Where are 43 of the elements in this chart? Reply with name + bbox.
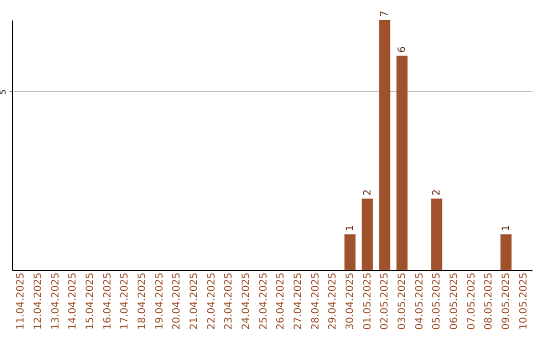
x-tick-label: 26.04.2025: [276, 272, 287, 330]
bar: [500, 234, 512, 270]
x-tick-label: 23.04.2025: [224, 272, 235, 330]
bar: [344, 234, 356, 270]
x-tick-label: 22.04.2025: [206, 272, 218, 330]
x-tick-label: 09.05.2025: [501, 272, 512, 330]
data-label: 2: [362, 189, 374, 196]
x-tick-label: 14.04.2025: [68, 272, 79, 330]
x-tick-label: 28.04.2025: [310, 272, 322, 330]
x-tick-label: 27.04.2025: [293, 272, 304, 330]
x-tick-label: 19.04.2025: [154, 272, 166, 330]
bar: [379, 20, 390, 270]
y-tick-label: 5: [0, 89, 8, 94]
bar: [431, 198, 442, 270]
x-tick-label: 07.05.2025: [466, 272, 478, 330]
x-tick-label: 18.04.2025: [137, 272, 148, 330]
x-tick-label: 05.05.2025: [432, 272, 443, 330]
x-tick-label: 30.04.2025: [345, 272, 356, 330]
x-tick-label: 25.04.2025: [258, 272, 270, 330]
data-label: 7: [380, 10, 391, 17]
bar: [396, 56, 408, 270]
x-tick-label: 17.04.2025: [120, 272, 131, 330]
data-label: 1: [345, 224, 356, 232]
x-tick-label: 20.04.2025: [172, 272, 183, 330]
x-tick-label: 16.04.2025: [102, 272, 114, 330]
x-tick-label: 12.04.2025: [33, 272, 44, 330]
x-tick-label: 08.05.2025: [484, 272, 495, 330]
x-tick-label: 01.05.2025: [362, 272, 374, 330]
x-tick-label: 10.05.2025: [518, 272, 530, 330]
x-tick-label: 02.05.2025: [380, 272, 391, 330]
x-tick-label: 11.04.2025: [16, 272, 27, 330]
x-tick-label: 06.05.2025: [449, 272, 460, 330]
x-tick-label: 29.04.2025: [328, 272, 339, 330]
data-label: 1: [501, 224, 512, 232]
data-label: 6: [397, 46, 408, 53]
data-label: 2: [432, 189, 443, 196]
x-tick-label: 21.04.2025: [189, 272, 200, 330]
bar: [362, 198, 373, 270]
x-tick-label: 24.04.2025: [241, 272, 252, 330]
x-tick-label: 03.05.2025: [397, 272, 408, 330]
x-tick-label: 13.04.2025: [50, 272, 62, 330]
x-tick-label: 04.05.2025: [414, 272, 426, 330]
x-tick-label: 15.04.2025: [85, 272, 96, 330]
